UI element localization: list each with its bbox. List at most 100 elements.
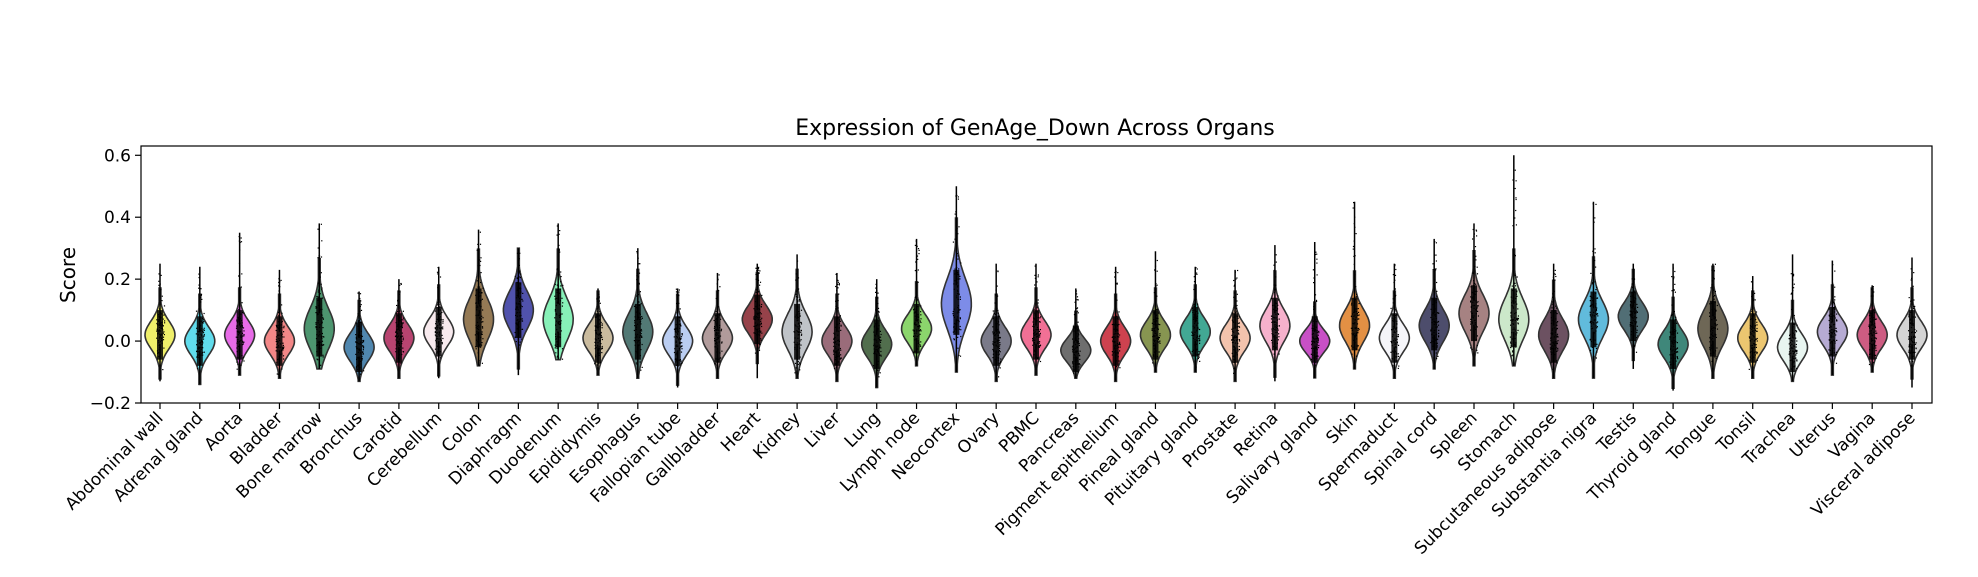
strip-point (913, 330, 915, 332)
strip-point (559, 323, 561, 326)
strip-point (1436, 281, 1438, 284)
strip-point (478, 286, 481, 288)
strip-point (875, 339, 877, 341)
strip-point (1589, 349, 1592, 351)
strip-point (996, 340, 998, 343)
strip-point (635, 339, 637, 341)
strip-point (359, 305, 361, 307)
strip-point (915, 261, 917, 263)
strip-point (634, 322, 636, 324)
strip-point (1514, 282, 1516, 284)
strip-point (952, 241, 954, 243)
strip-point (315, 327, 317, 329)
strip-point (1039, 333, 1041, 335)
strip-point (1873, 340, 1875, 342)
strip-point (481, 331, 483, 333)
strip-point (1792, 323, 1795, 325)
strip-point (518, 272, 521, 274)
strip-point (679, 327, 681, 329)
strip-point (1749, 356, 1751, 358)
strip-point (1595, 308, 1597, 310)
strip-point (1512, 350, 1514, 352)
strip-point (675, 352, 677, 354)
strip-point (1870, 324, 1872, 326)
strip-point (1117, 351, 1119, 353)
strip-point (837, 349, 839, 351)
strip-point (1473, 307, 1475, 309)
strip-point (1549, 343, 1551, 345)
x-tick-label-ovary: Ovary (954, 408, 1004, 458)
strip-point (1631, 306, 1633, 308)
strip-point (1153, 339, 1155, 341)
strip-point (1431, 314, 1433, 316)
strip-point (1430, 342, 1432, 344)
strip-point (203, 351, 205, 353)
strip-point (395, 335, 397, 337)
strip-point (1277, 295, 1279, 297)
strip-point (159, 336, 161, 338)
strip-point (714, 338, 716, 340)
strip-point (275, 346, 277, 348)
strip-point (158, 356, 160, 358)
strip-point (556, 320, 558, 322)
strip-point (1556, 335, 1558, 337)
strip-point (316, 344, 319, 346)
strip-point (1358, 318, 1360, 320)
x-tick-label-liver: Liver (801, 408, 845, 452)
strip-point (714, 334, 716, 336)
strip-point (1395, 352, 1397, 354)
y-tick-label: 0.0 (104, 332, 131, 352)
strip-point (954, 268, 956, 270)
strip-point (956, 293, 959, 295)
strip-point (1755, 311, 1758, 313)
strip-point (598, 334, 600, 336)
strip-point (554, 309, 556, 311)
strip-point (1716, 328, 1719, 330)
strip-point (996, 323, 998, 325)
strip-point (1397, 334, 1399, 336)
strip-point (282, 347, 284, 349)
strip-point (1908, 314, 1910, 316)
strip-point (200, 294, 202, 297)
strip-point (1476, 349, 1478, 351)
strip-point (877, 310, 880, 312)
strip-point (638, 282, 640, 284)
strip-point (1157, 338, 1159, 340)
strip-point (957, 233, 959, 235)
strip-point (439, 306, 441, 308)
strip-point (957, 290, 959, 293)
strip-point (1355, 334, 1357, 336)
strip-point (1753, 298, 1755, 300)
strip-point (1073, 342, 1075, 344)
strip-point (237, 345, 239, 347)
strip-point (1352, 245, 1355, 248)
y-tick-label: 0.4 (104, 208, 131, 228)
strip-point (679, 323, 682, 325)
strip-point (595, 331, 597, 333)
strip-point (1715, 319, 1717, 321)
strip-point (240, 336, 242, 338)
strip-point (1353, 333, 1355, 336)
strip-point (1233, 361, 1235, 364)
strip-point (1594, 248, 1596, 250)
strip-point (1394, 288, 1396, 290)
strip-point (675, 340, 677, 342)
strip-point (1034, 332, 1036, 334)
strip-point (1313, 306, 1315, 308)
strip-point (200, 340, 202, 343)
strip-point (556, 329, 558, 331)
strip-point (914, 335, 916, 337)
strip-point (919, 320, 921, 322)
strip-point (395, 322, 397, 324)
strip-point (1788, 353, 1790, 355)
strip-point (997, 359, 1000, 361)
strip-point (1510, 341, 1512, 343)
strip-point (1470, 329, 1472, 331)
strip-point (1197, 312, 1199, 314)
strip-point (957, 298, 959, 300)
strip-point (556, 284, 558, 286)
strip-point (237, 336, 239, 338)
strip-point (160, 327, 162, 329)
strip-point (835, 273, 837, 275)
strip-point (1231, 319, 1233, 321)
